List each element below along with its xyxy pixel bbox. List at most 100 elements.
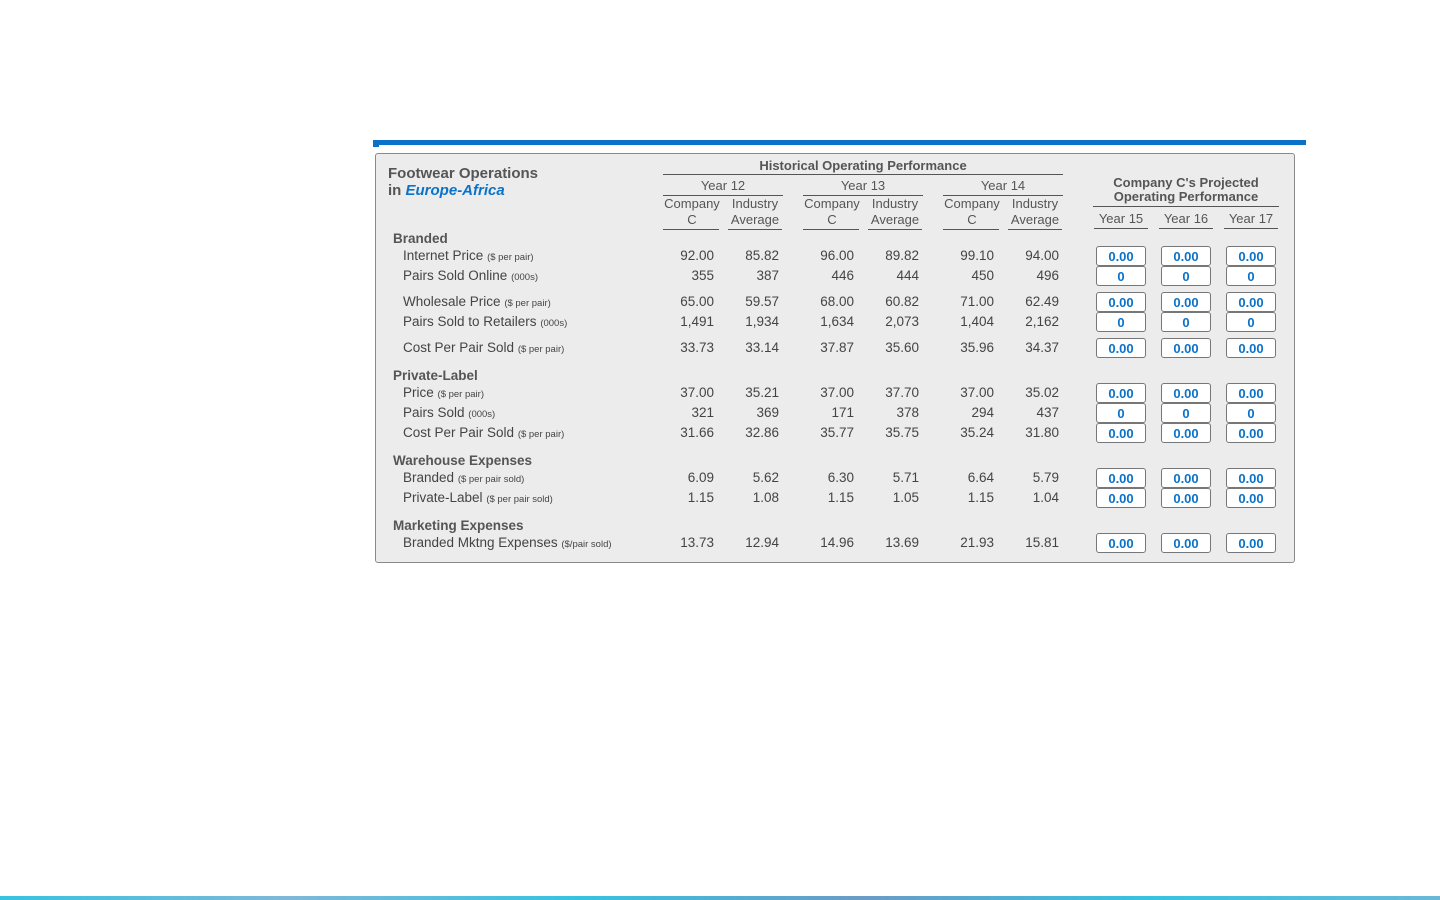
industry-average-value: 1,934 [745,314,779,329]
industry-average-value: 32.86 [745,425,779,440]
row-label-unit: ($ per pair sold) [486,494,553,505]
company-value: 65.00 [680,294,714,309]
projected-input-year-15[interactable] [1096,246,1146,266]
row-label-text: Branded Mktng Expenses [403,535,558,550]
projected-input-year-16[interactable] [1161,533,1211,553]
projected-input-year-16[interactable] [1161,338,1211,358]
projected-input-year-15[interactable] [1096,338,1146,358]
industry-average-value: 5.79 [1032,470,1059,485]
industry-average-value: 2,073 [885,314,919,329]
projected-year-header: Year 16 [1163,211,1209,226]
row-label-unit: (000s) [511,272,539,283]
projected-input-year-17[interactable] [1226,246,1276,266]
industry-average-value: 31.80 [1025,425,1059,440]
industry-average-value: 2,162 [1025,314,1059,329]
bottom-gradient-strip [0,896,1440,900]
company-value: 68.00 [820,294,854,309]
projected-input-year-15[interactable] [1096,423,1146,443]
projected-input-year-16[interactable] [1161,468,1211,488]
company-value: 1,491 [680,314,714,329]
projected-input-year-15[interactable] [1096,533,1146,553]
industry-header-line: Industry [731,196,779,211]
projected-input-year-17[interactable] [1226,423,1276,443]
projected-input-year-17[interactable] [1226,488,1276,508]
row-label-text: Cost Per Pair Sold [403,425,515,440]
row-label-unit: ($ per pair) [437,389,484,400]
industry-average-value: 15.81 [1025,535,1059,550]
company-value: 35.24 [960,425,994,440]
company-header-line: C [827,212,837,227]
projected-input-year-15[interactable] [1096,468,1146,488]
projected-input-year-16[interactable] [1161,246,1211,266]
projected-input-year-17[interactable] [1226,468,1276,488]
top-accent-bar [373,140,1306,145]
projected-input-year-15[interactable] [1096,266,1146,286]
company-value: 37.00 [960,385,994,400]
row-label-text: Pairs Sold Online [403,268,508,283]
projected-year-header: Year 17 [1228,211,1274,226]
industry-average-value: 62.49 [1025,294,1059,309]
company-value: 33.73 [680,340,714,355]
company-value: 37.00 [680,385,714,400]
company-value: 1.15 [827,490,854,505]
company-value: 450 [971,268,994,283]
industry-average-value: 378 [896,405,919,420]
company-header-line: Company [944,196,1000,211]
company-value: 1,634 [820,314,854,329]
company-value: 1.15 [687,490,714,505]
projected-input-year-16[interactable] [1161,266,1211,286]
company-value: 321 [691,405,714,420]
row-label-unit: (000s) [468,409,496,420]
industry-header-line: Average [1010,212,1060,227]
company-value: 92.00 [680,248,714,263]
row-label-unit: ($ per pair) [487,252,534,263]
industry-average-value: 1.04 [1032,490,1059,505]
panel-title-prefix: in [388,182,402,199]
row-label-text: Internet Price [403,248,484,263]
row-label-text: Wholesale Price [403,294,501,309]
historical-divider [663,174,1063,175]
industry-average-value: 5.71 [892,470,919,485]
projected-input-year-16[interactable] [1161,403,1211,423]
industry-average-value: 89.82 [885,248,919,263]
projected-input-year-17[interactable] [1226,383,1276,403]
industry-average-value: 1.08 [752,490,779,505]
industry-average-value: 5.62 [752,470,779,485]
projected-input-year-15[interactable] [1096,488,1146,508]
year-header: Year 13 [840,178,886,193]
projected-input-year-16[interactable] [1161,312,1211,332]
projected-input-year-17[interactable] [1226,403,1276,423]
projected-input-year-16[interactable] [1161,292,1211,312]
top-accent-notch [373,140,379,147]
projected-input-year-15[interactable] [1096,383,1146,403]
year-underline [663,195,783,196]
projected-input-year-15[interactable] [1096,312,1146,332]
projected-input-year-16[interactable] [1161,423,1211,443]
row-label-text: Pairs Sold to Retailers [403,314,537,329]
projected-input-year-15[interactable] [1096,403,1146,423]
row-label: Internet Price ($ per pair) [403,248,534,263]
row-label-unit: ($ per pair) [504,298,551,309]
year-header: Year 14 [980,178,1026,193]
projected-input-year-17[interactable] [1226,533,1276,553]
company-column-header: Company C [943,196,1001,228]
company-column-header: Company C [663,196,721,228]
section-heading-warehouse-expenses: Warehouse Expenses [393,453,533,468]
projected-year-underline [1159,228,1213,229]
row-label-text: Private-Label [403,490,483,505]
industry-average-value: 35.60 [885,340,919,355]
projected-input-year-17[interactable] [1226,266,1276,286]
projected-input-year-17[interactable] [1226,338,1276,358]
row-label: Price ($ per pair) [403,385,484,400]
industry-column-underline [1008,229,1062,230]
row-label-text: Pairs Sold [403,405,465,420]
projected-input-year-15[interactable] [1096,292,1146,312]
projected-input-year-16[interactable] [1161,383,1211,403]
projected-input-year-16[interactable] [1161,488,1211,508]
company-value: 446 [831,268,854,283]
projected-input-year-17[interactable] [1226,312,1276,332]
projected-title-line2: Operating Performance [1113,189,1259,204]
projected-input-year-17[interactable] [1226,292,1276,312]
industry-average-value: 13.69 [885,535,919,550]
industry-average-value: 34.37 [1025,340,1059,355]
